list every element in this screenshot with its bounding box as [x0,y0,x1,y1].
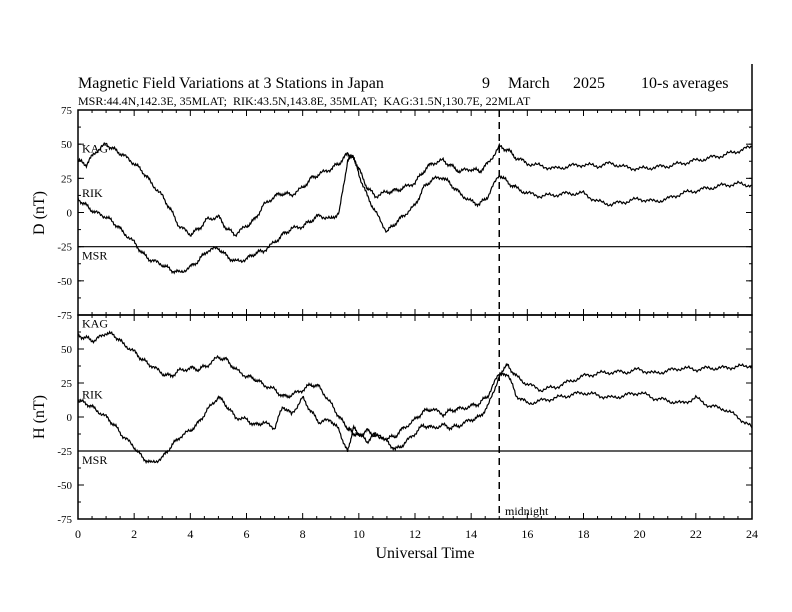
panel-d: 75 50 25 0 -25 -50 -75 KAG RIK MSR D (nT) [31,105,753,322]
panel-h-grid-layer: 50 25 0 -25 -50 -75 KAG RIK MSR [57,314,753,526]
panel-h-y-tick-label: -75 [57,514,72,526]
x-tick-label: 20 [634,527,646,541]
panel-h-series-rik [77,372,753,465]
x-tick-label: 0 [75,527,81,541]
panel-h-label-rik: RIK [82,388,103,402]
date-day: 9 [482,75,490,92]
panel-h-label-msr: MSR [82,453,107,467]
panel-h-y-tick-label: -50 [57,480,72,492]
x-tick-label: 22 [690,527,702,541]
panel-d-ylabel: D (nT) [31,191,48,235]
panel-h-y-tick-label: 25 [61,378,73,390]
x-tick-label: 24 [746,527,758,541]
x-tick-label: 12 [409,527,421,541]
panel-d-y-tick-label: 75 [61,105,73,117]
panel-d-y-tick-label: 25 [61,173,73,185]
panel-d-y-tick-label: -25 [57,242,72,254]
midnight-label: midnight [505,504,549,518]
x-tick-label: 16 [521,527,533,541]
x-tick-label: 18 [578,527,590,541]
panel-d-y-tick-label: 0 [67,208,73,220]
x-tick-label: 4 [187,527,193,541]
panel-h-label-kag: KAG [82,316,108,330]
panel-h-series-kag [78,330,753,443]
chart-title: Magnetic Field Variations at 3 Stations … [78,75,384,92]
panel-d-grid-layer: 75 50 25 0 -25 -50 -75 KAG RIK MSR [57,105,753,322]
panel-h-y-tick-label: 50 [61,344,73,356]
sampling-label: 10-s averages [641,75,729,92]
panel-d-frame [77,109,753,316]
x-tick-label: 10 [353,527,365,541]
panel-h-y-tick-label: 0 [67,412,73,424]
x-tick-label: 2 [131,527,137,541]
panel-d-y-tick-label: -75 [57,310,72,322]
x-tick-label: 8 [300,527,306,541]
panel-d-y-tick-label: -50 [57,276,72,288]
panel-d-series-kag [77,141,753,238]
x-tick-label: 6 [244,527,250,541]
panel-d-label-rik: RIK [82,186,103,200]
x-tick-label: 14 [465,527,477,541]
panel-h: 50 25 0 -25 -50 -75 KAG RIK MSR H (nT) [31,314,753,526]
x-axis-label: Universal Time [375,545,474,562]
panel-h-ylabel: H (nT) [31,395,48,439]
date-year: 2025 [573,75,605,92]
stations-subtitle: MSR:44.4N,142.3E, 35MLAT; RIK:43.5N,143.… [78,94,531,108]
date-month: March [508,75,550,92]
panel-d-series-rik [77,153,753,275]
panel-d-label-kag: KAG [82,142,108,156]
panel-d-label-msr: MSR [82,249,107,263]
panel-d-y-tick-label: 50 [61,139,73,151]
panel-h-y-tick-label: -25 [57,446,72,458]
